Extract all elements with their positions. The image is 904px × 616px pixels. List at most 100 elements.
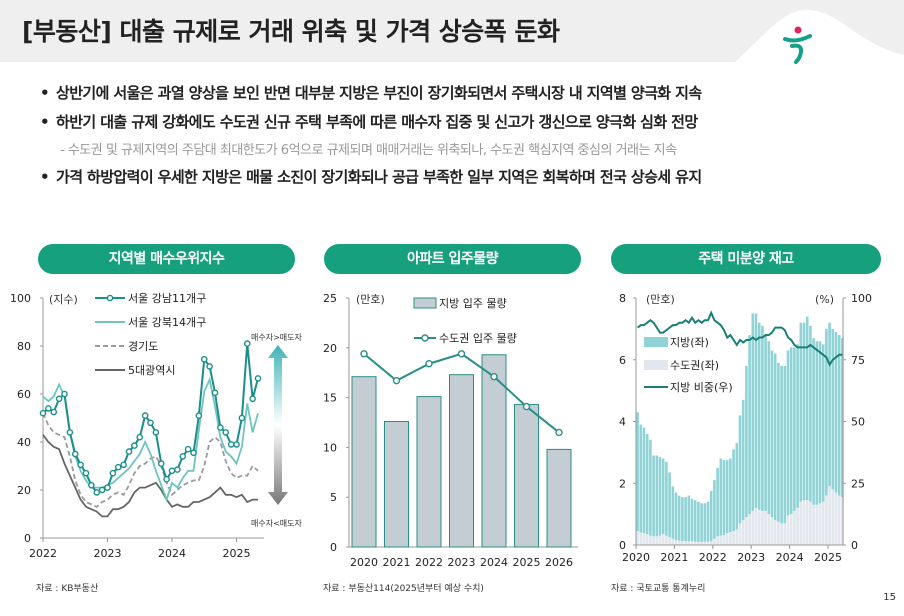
data-point [136, 433, 144, 441]
data-point [66, 429, 74, 436]
bar [416, 396, 442, 548]
bar-capital [700, 541, 703, 545]
data-point [243, 340, 251, 347]
y-tick-label: 100 [10, 292, 31, 305]
bar-capital [732, 531, 735, 545]
bar-local [841, 338, 844, 498]
bar-local [831, 328, 835, 490]
bar-local [780, 365, 783, 524]
bullet-1: • 상반기에 서울은 과열 양상을 보인 반면 대부분 지방은 부진이 장기화되면… [40, 84, 702, 102]
bar-capital [783, 523, 787, 545]
bar-local [697, 501, 700, 542]
bar-capital [729, 532, 732, 545]
bar-capital [764, 511, 767, 545]
bar-local [649, 440, 652, 536]
bar-local [687, 495, 691, 542]
bar-local [674, 492, 678, 541]
bar-local [834, 331, 838, 493]
bar-capital [642, 533, 646, 545]
x-tick-label: 2022 [699, 551, 727, 564]
bar-capital [735, 529, 739, 545]
data-point [152, 429, 160, 436]
bar-local [671, 486, 675, 539]
data-point [174, 466, 181, 473]
bar-capital [793, 511, 796, 545]
bar [449, 374, 474, 548]
data-point [114, 463, 122, 471]
bar-capital [812, 504, 815, 545]
bar-local [668, 472, 671, 538]
data-point [254, 375, 262, 382]
x-tick-label: 2024 [776, 551, 804, 564]
bar-capital [831, 489, 835, 545]
data-point [425, 360, 433, 368]
bar-capital [767, 514, 771, 545]
bar [514, 404, 539, 548]
bar-local [799, 322, 803, 502]
data-point [120, 461, 127, 469]
bar-local [693, 500, 697, 542]
bar [481, 354, 507, 548]
data-point [222, 429, 230, 436]
x-tick-label: 2025 [223, 547, 251, 560]
unit-label: (지수) [49, 293, 78, 306]
bar-capital [837, 495, 841, 545]
chart1-source: 자료 : KB부동산 [36, 584, 99, 594]
bar-local [655, 455, 659, 537]
data-point [88, 481, 95, 489]
double-arrow-icon [268, 345, 288, 505]
data-point [249, 395, 256, 403]
bar-local [652, 455, 655, 537]
bar [546, 448, 572, 548]
bar-capital [834, 492, 838, 545]
data-point [77, 461, 84, 469]
bar-capital [684, 540, 687, 545]
x-tick-label: 2024 [480, 556, 508, 569]
bullet-2: • 하반기 대출 규제 강화에도 수도권 신규 주택 부족에 따른 매수자 집중 … [40, 113, 698, 131]
bar-local [639, 424, 643, 533]
bar-capital [658, 535, 662, 545]
y-tick-label: 0 [24, 532, 31, 545]
y-tick-label: 10 [323, 441, 337, 454]
bar-capital [725, 533, 729, 545]
data-point [45, 405, 52, 412]
data-point [39, 409, 47, 417]
data-point [555, 428, 563, 437]
bar-local [661, 458, 665, 535]
data-point [392, 376, 401, 385]
bar-local [745, 365, 748, 518]
unit-label: (만호) [356, 293, 385, 306]
series-line-share [636, 310, 843, 367]
bar-local [812, 338, 815, 505]
bar-local [722, 460, 726, 536]
bar-local [773, 353, 777, 521]
bar [384, 421, 409, 548]
bar-capital [645, 534, 649, 545]
bar-capital [722, 535, 726, 545]
bar-local [837, 335, 841, 496]
bar-local [642, 427, 646, 534]
x-tick-label: 2022 [29, 547, 57, 560]
bar-local [764, 335, 767, 512]
bar-capital [665, 535, 668, 545]
bar-local [789, 347, 793, 515]
y-tick-label: 60 [17, 388, 31, 401]
bar-local [793, 347, 796, 512]
bar-capital [681, 540, 684, 545]
bar-capital [693, 541, 697, 545]
bar-capital [773, 520, 777, 545]
bar-local [777, 362, 780, 522]
bar-local [700, 503, 703, 542]
data-point [147, 419, 154, 427]
bar-local [735, 443, 739, 530]
bar-local [636, 412, 639, 532]
bar-local [783, 365, 787, 524]
y-tick-label: 5 [330, 491, 337, 504]
header-band: [부동산] 대출 규제로 거래 위축 및 가격 상승폭 둔화 [0, 0, 904, 64]
bar-capital [809, 501, 812, 545]
data-point [179, 453, 187, 460]
bar-local [741, 399, 745, 521]
x-tick-label: 2023 [94, 547, 122, 560]
bar-local [713, 480, 716, 539]
bar-capital [789, 514, 793, 545]
